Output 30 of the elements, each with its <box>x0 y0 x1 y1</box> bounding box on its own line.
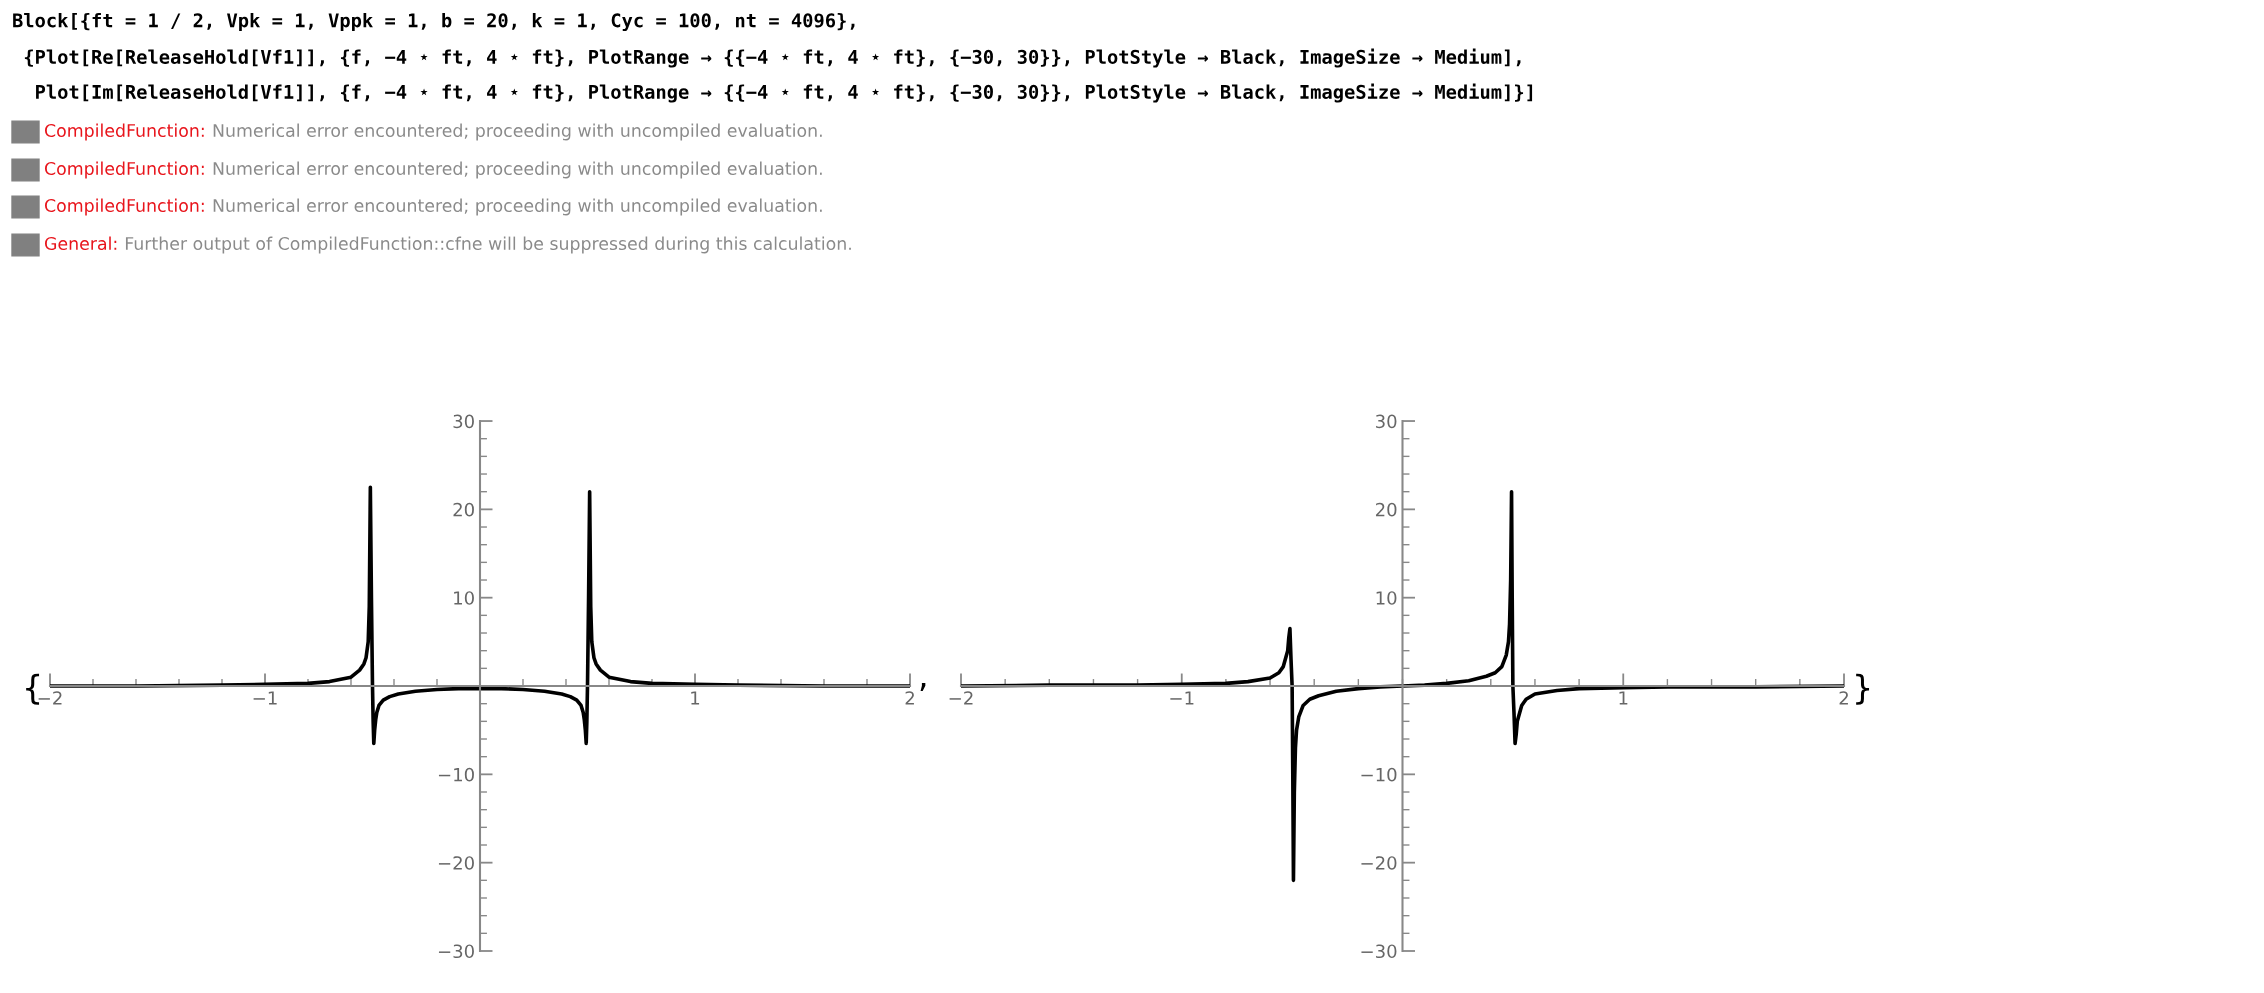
y-tick-label: 30 <box>453 414 474 429</box>
text: General: Further output of CompiledFunction::cfne will be suppressed during this calculation. <box>44 236 851 254</box>
x-tick-label: 1 <box>691 691 700 705</box>
x-tick-label: 2 <box>1839 691 1848 705</box>
text: { <box>26 673 40 705</box>
x-tick-label: 1 <box>1619 691 1628 705</box>
y-tick-label: −20 <box>438 856 474 870</box>
y-tick-label: 20 <box>453 502 474 517</box>
text: CompiledFunction: Numerical error encountered; proceeding with uncompiled evaluation. <box>44 123 822 141</box>
text: Block[{ft = 1 / 2, Vpk = 1, Vppk = 1, b = 20, k = 1, Cyc = 100, nt = 4096}, <box>13 12 855 32</box>
y-tick-label: 30 <box>1376 414 1397 429</box>
text: } <box>1856 673 1870 705</box>
x-tick-label: −1 <box>1170 691 1194 705</box>
x-tick-label: −1 <box>253 691 277 705</box>
text: {Plot[Re[ReleaseHold[Vf1]], {f, −4 ⋆ ft, 4 ⋆ ft}, PlotRange → {{−4 ⋆ ft, 4 ⋆ ft}, {−30, 30}}, PlotStyle → Black, ImageSize → Medium], <box>24 48 1521 68</box>
y-tick-label: 10 <box>454 591 474 605</box>
text: Plot[Im[ReleaseHold[Vf1]], {f, −4 ⋆ ft, 4 ⋆ ft}, PlotRange → {{−4 ⋆ ft, 4 ⋆ ft}, {−30, 30}}, PlotStyle → Black, ImageSize → Medium]}] <box>36 83 1533 103</box>
x-tick-label: −2 <box>949 691 973 705</box>
y-tick-label: 20 <box>1375 502 1397 517</box>
text: CompiledFunction: Numerical error encountered; proceeding with uncompiled evaluation. <box>44 161 822 179</box>
x-tick-label: 2 <box>905 691 914 705</box>
text: CompiledFunction: Numerical error encountered; proceeding with uncompiled evaluation. <box>44 198 822 216</box>
text: , <box>920 683 926 692</box>
y-tick-label: −30 <box>438 944 474 959</box>
y-tick-label: −30 <box>1361 944 1397 959</box>
y-tick-label: 10 <box>1376 591 1397 605</box>
y-tick-label: −20 <box>1361 856 1397 870</box>
y-tick-label: −10 <box>438 767 474 782</box>
x-tick-label: −2 <box>38 691 62 705</box>
y-tick-label: −10 <box>1361 767 1397 782</box>
